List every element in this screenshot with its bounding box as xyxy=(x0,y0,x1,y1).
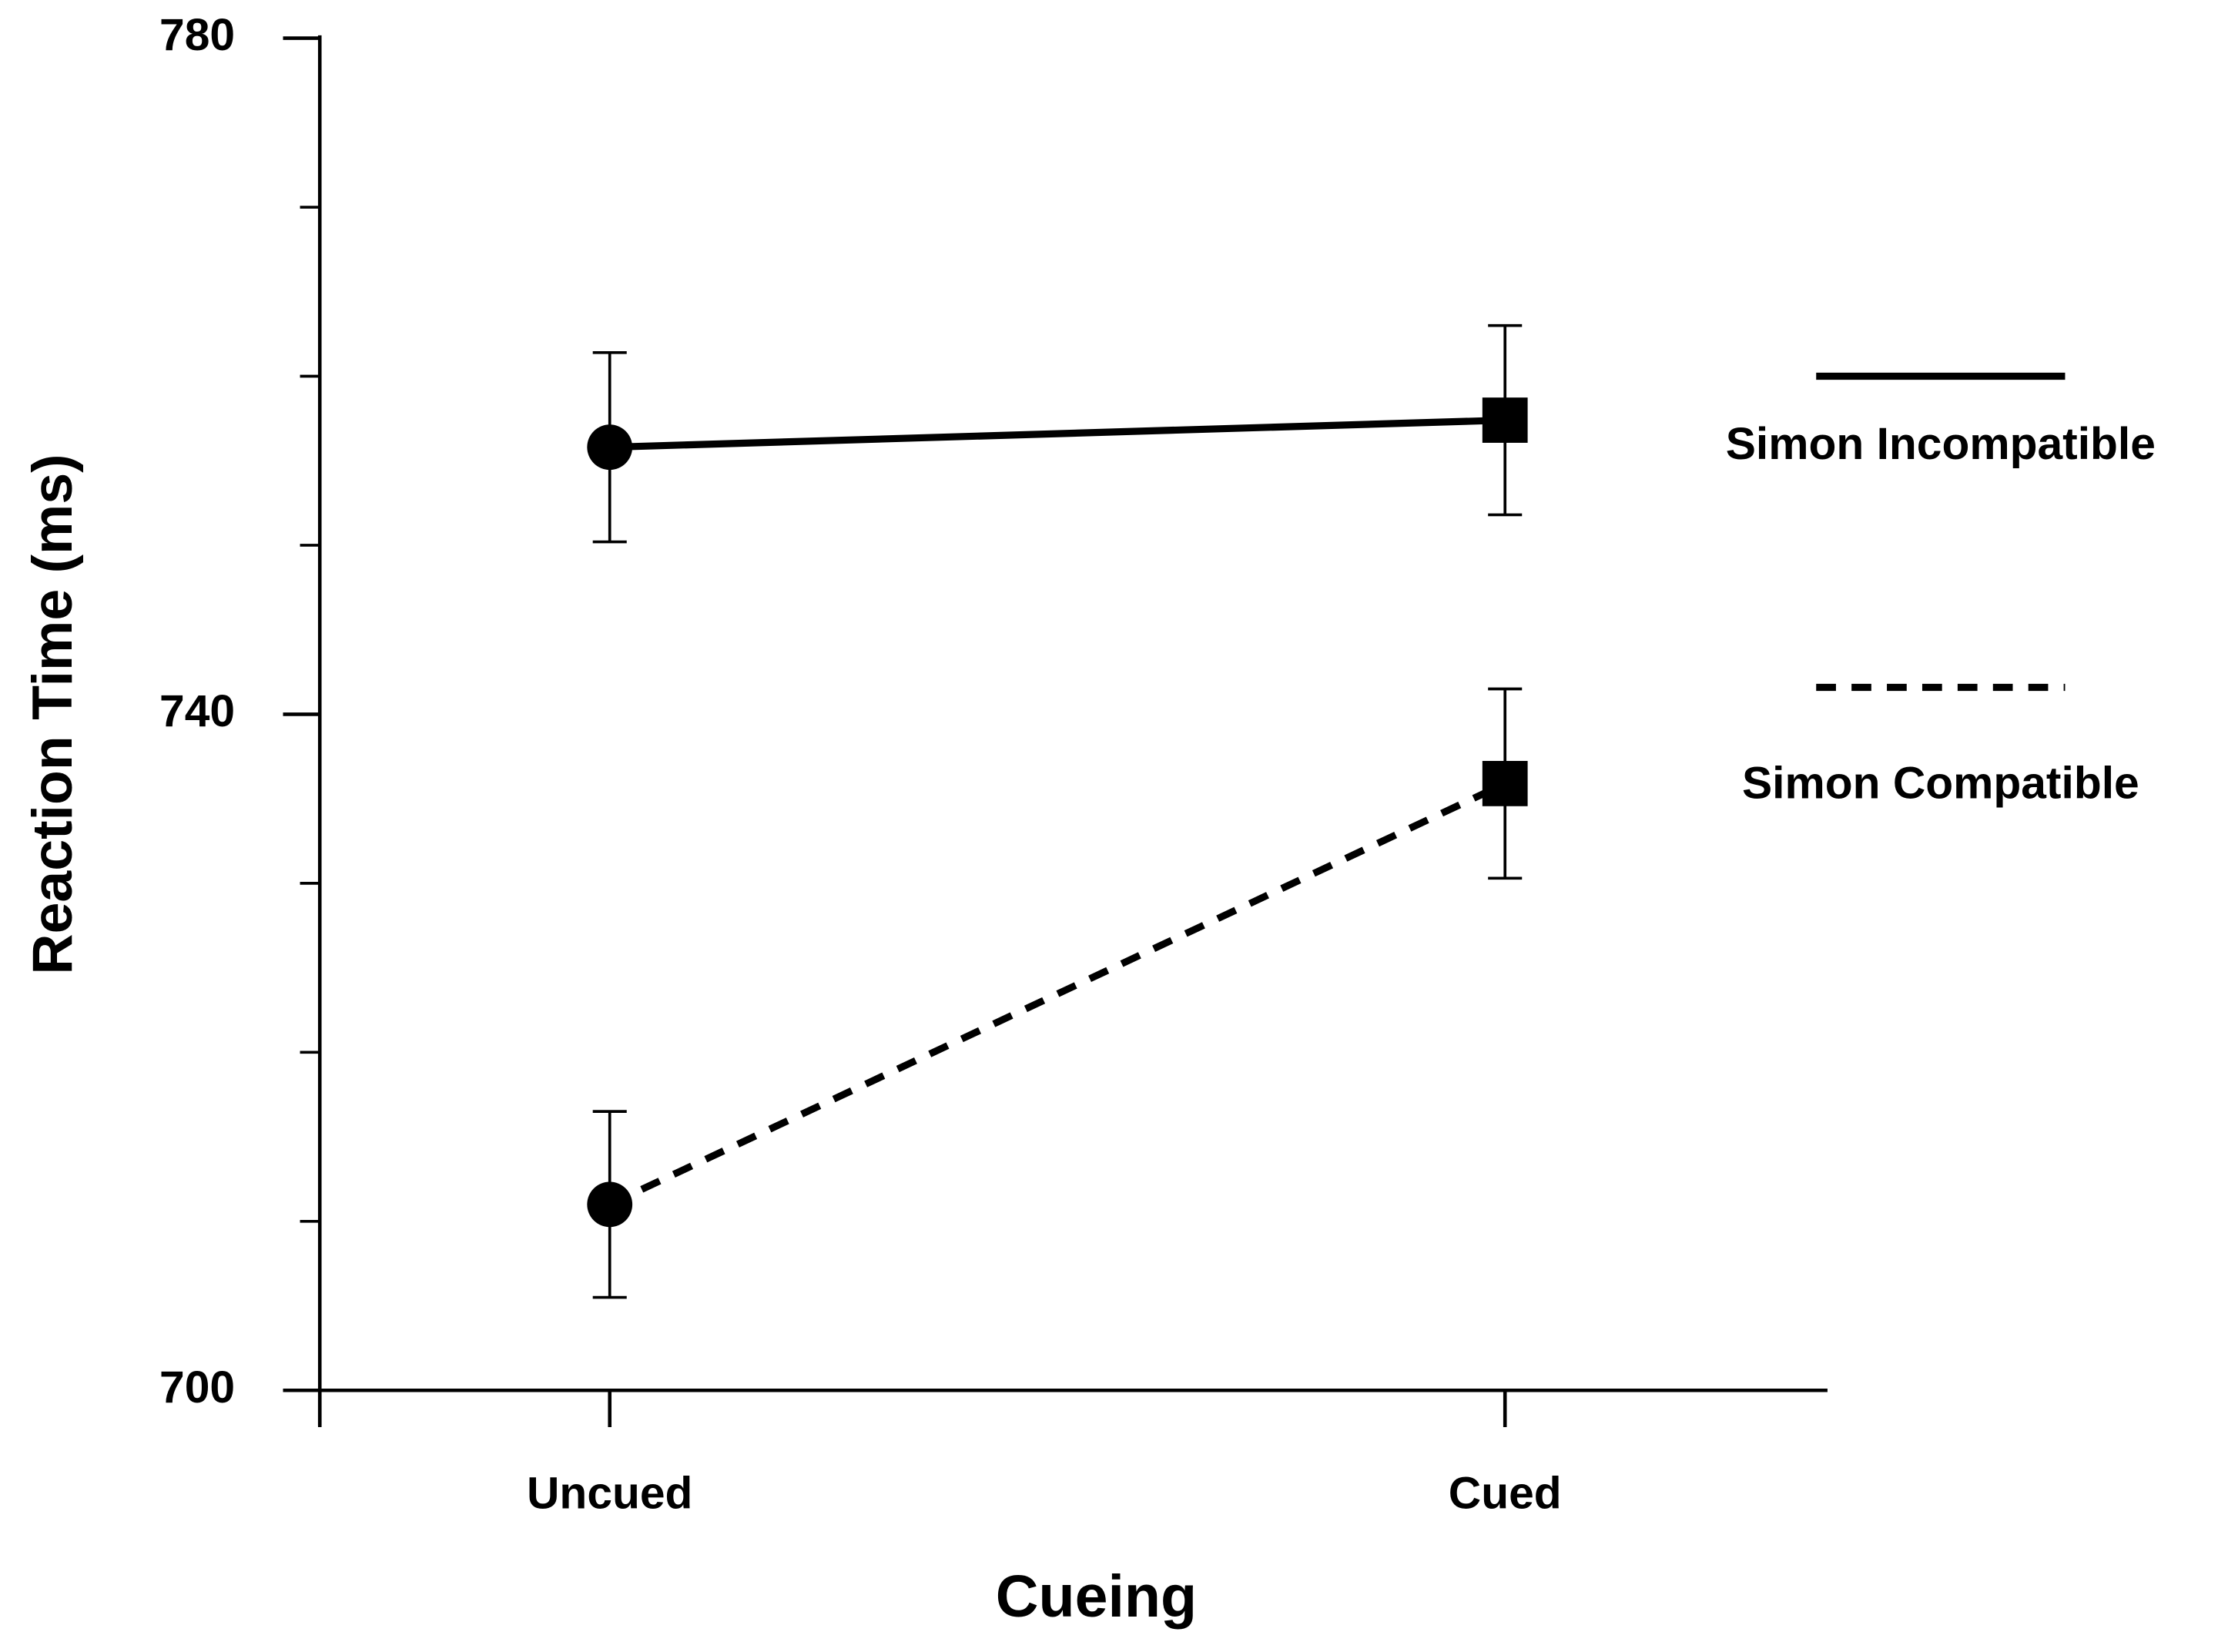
x-tick-label: Uncued xyxy=(527,1469,692,1519)
legend-label: Simon Incompatible xyxy=(1726,419,2156,469)
marker xyxy=(587,1181,633,1228)
y-tick-label: 780 xyxy=(159,10,235,60)
series-line xyxy=(608,780,1507,1208)
y-tick-label: 700 xyxy=(159,1362,235,1412)
marker xyxy=(587,424,633,471)
legend-label: Simon Compatible xyxy=(1742,759,2139,809)
marker xyxy=(1482,397,1528,443)
series-line xyxy=(609,416,1506,451)
marker xyxy=(1482,761,1528,806)
x-axis-title: Cueing xyxy=(996,1563,1197,1630)
x-tick-label: Cued xyxy=(1449,1469,1562,1519)
y-axis-title: Reaction Time (ms) xyxy=(21,454,84,974)
y-tick-label: 740 xyxy=(159,686,235,736)
